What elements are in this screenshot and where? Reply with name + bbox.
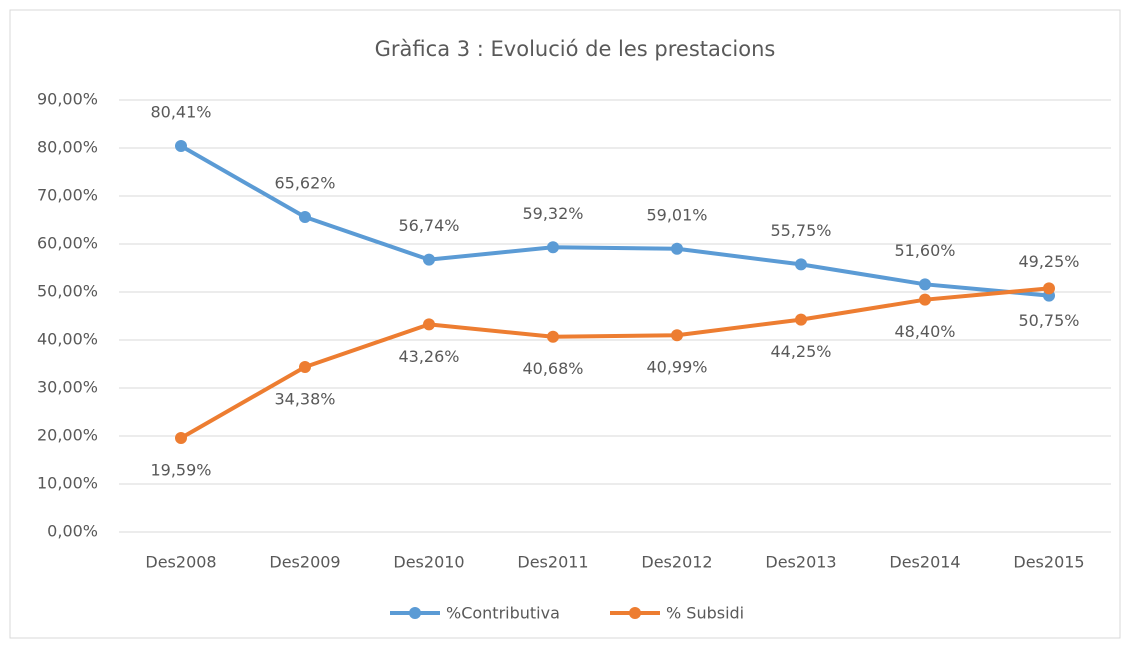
data-label: 19,59% [150, 460, 211, 479]
data-point [671, 329, 683, 342]
data-point [671, 242, 683, 255]
legend-label: % Subsidi [666, 604, 744, 623]
data-label: 49,25% [1018, 252, 1079, 271]
y-tick-label: 90,00% [37, 90, 98, 109]
data-point [299, 360, 311, 373]
data-label: 80,41% [150, 103, 211, 122]
data-label: 43,26% [398, 347, 459, 366]
data-point [795, 258, 807, 271]
chart-border [9, 9, 1121, 639]
x-tick-label: Des2015 [1013, 553, 1084, 572]
data-label: 50,75% [1018, 311, 1079, 330]
y-tick-label: 0,00% [47, 522, 98, 541]
x-tick-label: Des2008 [145, 553, 216, 572]
data-point [795, 313, 807, 326]
y-tick-label: 40,00% [37, 330, 98, 349]
x-tick-label: Des2012 [641, 553, 712, 572]
x-tick-label: Des2014 [889, 553, 960, 572]
data-point [547, 330, 559, 343]
x-tick-label: Des2013 [765, 553, 836, 572]
data-label: 48,40% [894, 322, 955, 341]
chart-title: Gràfica 3 : Evolució de les prestacions [375, 37, 776, 61]
data-label: 55,75% [770, 221, 831, 240]
y-tick-label: 20,00% [37, 426, 98, 445]
data-label: 65,62% [274, 174, 335, 193]
legend-swatch [629, 607, 641, 619]
data-label: 40,99% [646, 358, 707, 377]
data-label: 59,01% [646, 205, 707, 224]
data-label: 34,38% [274, 389, 335, 408]
data-point [423, 253, 435, 266]
y-tick-label: 70,00% [37, 186, 98, 205]
data-point [423, 318, 435, 331]
data-point [547, 241, 559, 254]
data-label: 56,74% [398, 216, 459, 235]
data-point [1043, 282, 1055, 295]
x-tick-label: Des2011 [517, 553, 588, 572]
y-tick-label: 60,00% [37, 234, 98, 253]
data-label: 59,32% [522, 204, 583, 223]
x-tick-label: Des2010 [393, 553, 464, 572]
data-label: 44,25% [770, 342, 831, 361]
series-line [180, 286, 1050, 440]
y-tick-label: 50,00% [37, 282, 98, 301]
y-tick-label: 30,00% [37, 378, 98, 397]
data-point [919, 278, 931, 291]
series-line [180, 144, 1050, 298]
data-label: 51,60% [894, 241, 955, 260]
data-label: 40,68% [522, 359, 583, 378]
data-point [175, 431, 187, 444]
y-tick-label: 10,00% [37, 474, 98, 493]
y-tick-label: 80,00% [37, 138, 98, 157]
legend-swatch [409, 607, 421, 619]
data-point [175, 140, 187, 153]
legend-label: %Contributiva [446, 604, 560, 623]
x-tick-label: Des2009 [269, 553, 340, 572]
data-point [919, 293, 931, 306]
data-point [299, 211, 311, 224]
